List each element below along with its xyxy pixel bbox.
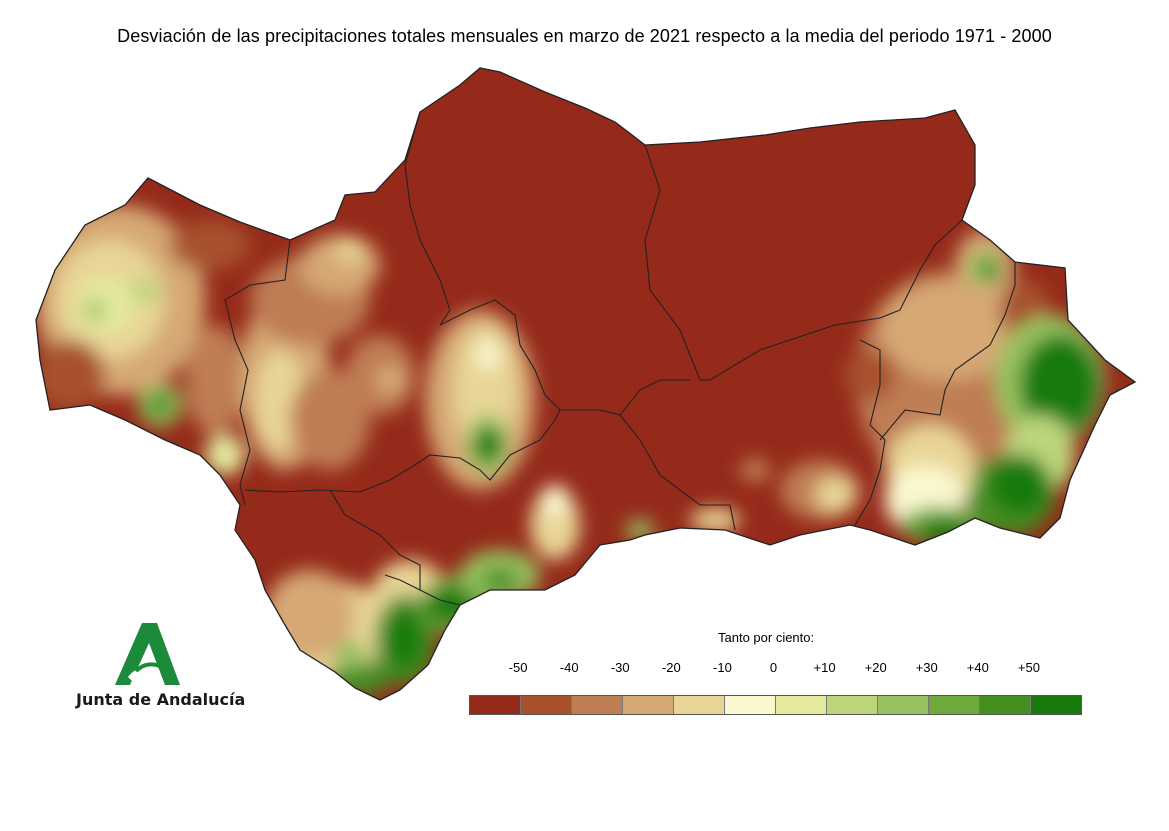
legend-tick-label: +50 <box>1017 660 1040 675</box>
map-title: Desviación de las precipitaciones totale… <box>117 26 1052 46</box>
logo-text: Junta de Andalucía <box>76 690 246 709</box>
legend-tick-label: -50 <box>508 660 528 675</box>
legend-tick-label: +20 <box>864 660 887 675</box>
legend-swatch <box>827 696 878 714</box>
legend-swatch <box>929 696 980 714</box>
legend-color-bar <box>469 695 1082 715</box>
legend-title: Tanto por ciento: <box>718 630 815 645</box>
legend-swatch <box>980 696 1031 714</box>
legend-tick-label: -20 <box>661 660 681 675</box>
province-borders <box>224 111 1016 606</box>
legend-tick-label: +40 <box>966 660 989 675</box>
legend-swatch <box>623 696 674 714</box>
legend-swatch <box>521 696 572 714</box>
junta-andalucia-logo-icon <box>115 623 180 685</box>
legend-swatch <box>1031 696 1081 714</box>
legend-swatch <box>878 696 929 714</box>
legend-tick-label: -30 <box>610 660 630 675</box>
legend-tick-label: +30 <box>915 660 938 675</box>
legend-tick-label: -40 <box>559 660 579 675</box>
legend-tick-label: 0 <box>769 660 778 675</box>
legend-swatch <box>470 696 521 714</box>
junta-andalucia-logo <box>70 615 240 715</box>
legend-swatch <box>674 696 725 714</box>
legend-swatch <box>776 696 827 714</box>
legend-swatch <box>572 696 623 714</box>
legend-swatch <box>725 696 776 714</box>
legend-tick-label: +10 <box>813 660 836 675</box>
legend-tick-label: -10 <box>713 660 732 675</box>
